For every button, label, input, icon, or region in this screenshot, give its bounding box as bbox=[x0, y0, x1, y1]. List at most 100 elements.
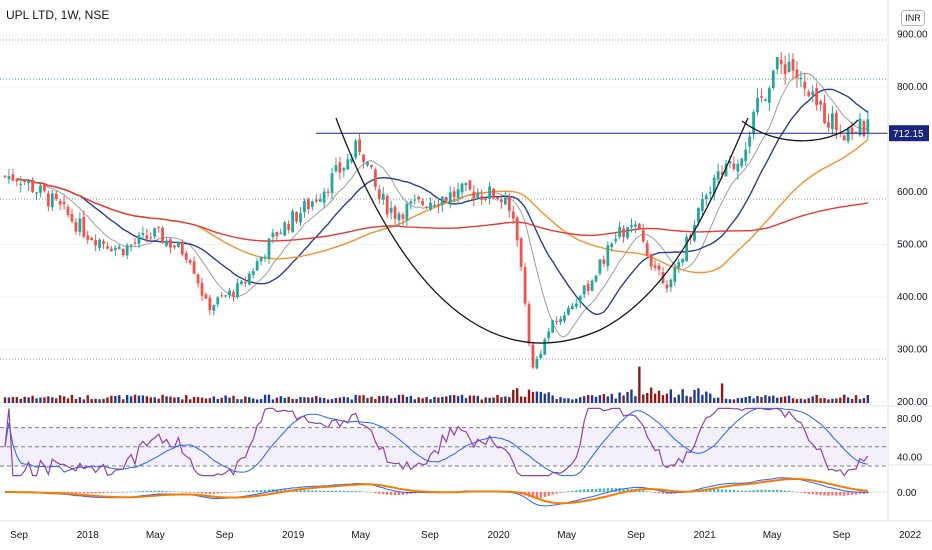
candle-body bbox=[586, 283, 590, 291]
volume-bar bbox=[567, 398, 570, 403]
volume-bar bbox=[271, 399, 275, 403]
candle-body bbox=[484, 199, 488, 201]
candle-body bbox=[303, 201, 306, 213]
volume-bar bbox=[760, 396, 763, 403]
macd-histogram-bar bbox=[618, 488, 621, 492]
volume-bar bbox=[582, 396, 586, 403]
candle-body bbox=[429, 202, 432, 210]
macd-histogram-bar bbox=[854, 492, 858, 495]
candle-body bbox=[283, 222, 287, 236]
macd-histogram-bar bbox=[543, 492, 546, 497]
macd-histogram-bar bbox=[326, 491, 330, 492]
volume-bar bbox=[819, 398, 822, 403]
macd-histogram-bar bbox=[827, 492, 830, 496]
candle-body bbox=[259, 256, 263, 262]
candle-body bbox=[567, 308, 570, 315]
candle-body bbox=[452, 191, 456, 198]
volume-bar bbox=[165, 396, 168, 403]
macd-histogram-bar bbox=[354, 490, 357, 492]
volume-bar bbox=[342, 396, 346, 403]
candle-body bbox=[503, 197, 507, 205]
macd-histogram-bar bbox=[382, 492, 385, 495]
volume-bar bbox=[291, 398, 294, 403]
macd-histogram-bar bbox=[358, 491, 361, 492]
candle-body bbox=[82, 216, 86, 237]
macd-histogram-bar bbox=[181, 491, 184, 493]
candle-body bbox=[610, 243, 614, 248]
volume-bar bbox=[275, 397, 279, 403]
macd-histogram-bar bbox=[653, 492, 657, 493]
candle-body bbox=[66, 206, 70, 215]
volume-bar bbox=[224, 395, 227, 403]
candle-body bbox=[94, 240, 98, 246]
candle-body bbox=[236, 283, 239, 297]
candle-body bbox=[677, 262, 681, 268]
candle-body bbox=[803, 81, 807, 89]
volume-bar bbox=[27, 397, 30, 403]
candle-body bbox=[176, 241, 180, 247]
macd-histogram-bar bbox=[204, 492, 208, 494]
macd-histogram-bar bbox=[764, 489, 767, 492]
volume-bar bbox=[626, 391, 629, 403]
candle-body bbox=[854, 132, 858, 134]
candle-body bbox=[657, 265, 661, 270]
candle-body bbox=[46, 193, 50, 207]
candle-body bbox=[728, 161, 732, 164]
macd-histogram-bar bbox=[649, 492, 653, 493]
volume-bar bbox=[484, 397, 487, 403]
volume-bar bbox=[125, 395, 129, 403]
volume-bar bbox=[709, 393, 712, 403]
macd-histogram-bar bbox=[799, 492, 803, 493]
volume-bar bbox=[3, 397, 7, 403]
volume-bar bbox=[606, 396, 610, 403]
candle-body bbox=[799, 77, 803, 80]
time-tick-label: May bbox=[351, 530, 370, 541]
volume-bar bbox=[413, 399, 416, 403]
macd-histogram-bar bbox=[575, 490, 578, 492]
candle-body bbox=[381, 193, 385, 200]
candle-body bbox=[125, 245, 129, 256]
macd-histogram-bar bbox=[252, 490, 255, 492]
candle-body bbox=[634, 224, 637, 227]
candle-body bbox=[362, 154, 365, 162]
volume-bar bbox=[425, 397, 428, 403]
candle-body bbox=[468, 180, 472, 190]
volume-bar bbox=[768, 396, 771, 403]
volume-bar bbox=[185, 395, 188, 403]
volume-bar bbox=[527, 389, 531, 403]
volume-bar bbox=[815, 394, 818, 403]
macd-histogram-bar bbox=[228, 492, 231, 493]
candle-body bbox=[700, 198, 704, 211]
volume-bar bbox=[102, 398, 105, 403]
candle-body bbox=[492, 188, 495, 199]
time-tick-label: May bbox=[763, 530, 782, 541]
volume-bar bbox=[740, 397, 743, 403]
volume-bar bbox=[118, 395, 121, 403]
macd-histogram-bar bbox=[145, 490, 149, 492]
macd-histogram-bar bbox=[571, 490, 574, 492]
candle-body bbox=[149, 237, 153, 239]
candle-body bbox=[267, 238, 271, 259]
handle-pattern-curve bbox=[741, 119, 859, 142]
candle-body bbox=[326, 191, 330, 193]
candle-body bbox=[515, 217, 519, 241]
volume-bar bbox=[366, 398, 369, 403]
candle-body bbox=[488, 186, 492, 199]
volume-bar bbox=[866, 395, 870, 403]
candle-body bbox=[626, 227, 629, 238]
candle-body bbox=[858, 118, 862, 136]
time-tick-label: 2022 bbox=[899, 530, 922, 541]
time-tick-label: 2021 bbox=[694, 530, 717, 541]
macd-histogram-bar bbox=[192, 492, 196, 493]
macd-histogram-bar bbox=[66, 492, 70, 493]
macd-histogram-bar bbox=[831, 492, 834, 496]
candle-body bbox=[43, 184, 46, 191]
volume-bar bbox=[177, 397, 180, 403]
volume-bar bbox=[299, 396, 302, 403]
currency-badge[interactable]: INR bbox=[901, 10, 925, 26]
macd-histogram-bar bbox=[772, 489, 775, 492]
candle-body bbox=[842, 135, 846, 141]
volume-bar bbox=[563, 398, 566, 403]
volume-bar bbox=[539, 391, 543, 403]
